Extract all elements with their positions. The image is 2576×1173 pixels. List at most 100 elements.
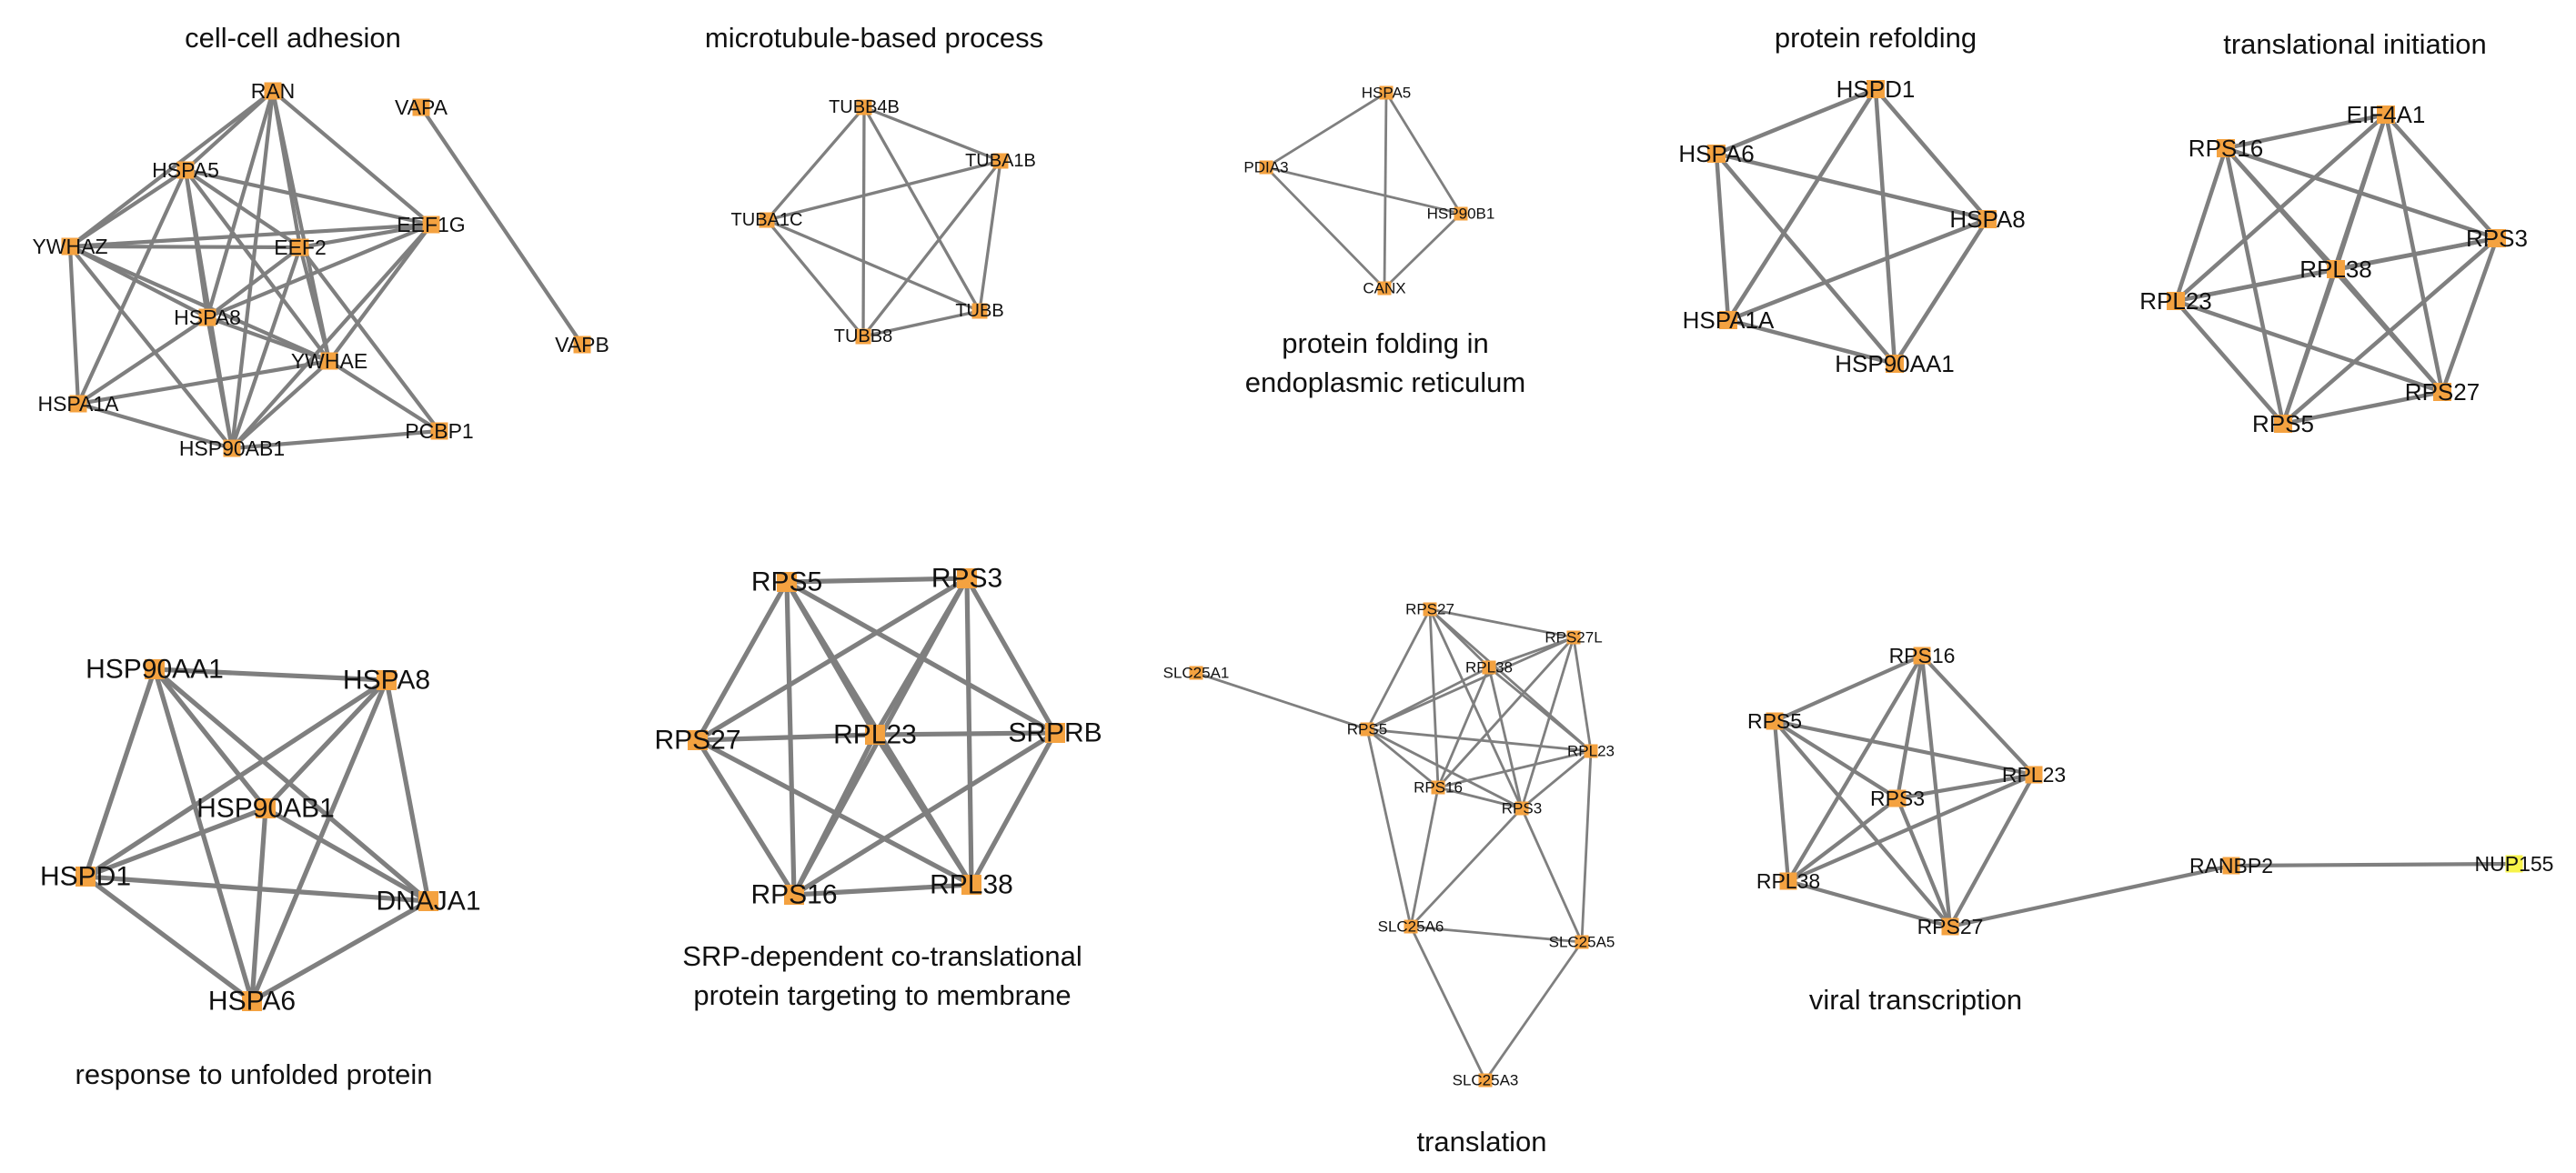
node-marker <box>2327 260 2345 278</box>
edge-rps3-rps27 <box>695 576 970 743</box>
node-label: RPS3 <box>2466 225 2528 252</box>
node-label: SLC25A1 <box>1163 665 1230 682</box>
node-ywhae: YWHAE <box>291 349 367 373</box>
edge-rps16-rps3 <box>2223 145 2500 241</box>
panel-translation: RPS27 RPS27L RPL38 SLC25A1 RPS5 RPL23 RPS16 RPS… <box>1163 601 1615 1158</box>
node-label: SRPRB <box>1008 718 1102 748</box>
edge-tubb-tubb8 <box>861 309 981 338</box>
node-marker <box>198 308 216 326</box>
node-marker <box>957 568 977 588</box>
node-rps3: RPS3 <box>1870 787 1925 810</box>
edge-rps5-rpl38 <box>1772 718 1791 884</box>
node-label: HSP90B1 <box>1427 206 1495 223</box>
node-marker <box>688 730 708 750</box>
edge-rps27l-rpl23 <box>1572 636 1593 753</box>
edge-srprb-rps16 <box>791 730 1058 897</box>
node-marker <box>1566 630 1581 645</box>
node-label: HSP90AB1 <box>179 436 285 460</box>
node-marker <box>1377 281 1392 296</box>
node-marker <box>759 212 775 228</box>
edge-rps16-rpl23 <box>2173 145 2229 304</box>
edge-hsp90aa1-hspa8 <box>152 667 389 683</box>
edge-slc25a6-slc25a5 <box>1409 925 1584 944</box>
edge-rpl23-rps27 <box>2173 298 2445 395</box>
node-marker <box>291 238 309 256</box>
edge-eef1g-eef2 <box>297 222 434 250</box>
edge-rps5-rps27 <box>695 579 790 743</box>
panel-title: cell-cell adhesion <box>185 22 401 54</box>
node-label: RPS3 <box>1502 800 1542 817</box>
node-marker <box>422 216 440 234</box>
edge-rpl38-rps27 <box>2333 266 2445 395</box>
node-pdia3: PDIA3 <box>1243 159 1288 176</box>
edge-hspa8-hsp90ab1 <box>263 677 389 811</box>
edge-rps3-srprb <box>964 576 1058 736</box>
node-hspa5: HSPA5 <box>1362 85 1412 102</box>
node-marker <box>61 237 79 256</box>
panel-title: protein refolding <box>1775 22 1977 54</box>
node-eef1g: EEF1G <box>397 213 465 236</box>
node-label: RPL38 <box>2299 256 2372 283</box>
node-marker <box>2222 857 2240 875</box>
edge-hspa8-hspd1 <box>83 677 389 879</box>
node-label: HSPA8 <box>343 666 430 696</box>
edge-hspd1-hspa6 <box>1714 86 1878 156</box>
node-tuba1c: TUBA1C <box>731 210 803 230</box>
node-label: RPL23 <box>1567 743 1615 760</box>
node-marker <box>377 670 397 690</box>
node-marker <box>2167 292 2185 310</box>
node-label: DNAJA1 <box>376 887 480 917</box>
edge-ran-hspa8 <box>205 88 276 320</box>
node-label: HSPA5 <box>152 158 219 182</box>
node-marker <box>573 336 591 354</box>
node-marker <box>2217 139 2235 157</box>
node-marker <box>1707 145 1726 163</box>
edge-hspa5-pdia3 <box>1264 91 1388 169</box>
panel-viral-transcription: RPS16 RPS5 RPL23 RPS3 RPL38 RPS27 RANBP2 NUP155… <box>1747 644 2554 1016</box>
node-rpl23: RPL23 <box>2139 287 2212 315</box>
edge-eef1g-hsp90ab1 <box>229 222 434 451</box>
node-ranbp2: RANBP2 <box>2189 854 2273 877</box>
node-tubb8: TUBB8 <box>834 326 892 346</box>
edge-rpl23-srprb <box>872 730 1058 737</box>
node-label: HSP90AA1 <box>86 655 224 685</box>
edge-rpl23-rps16 <box>791 732 878 897</box>
edge-rps5-rpl23 <box>1772 718 2037 777</box>
panel-response-to-unfolded-protein: HSP90AA1 HSPA8 HSP90AB1 HSPD1 DNAJA1 HSPA6 res… <box>40 655 481 1091</box>
panel-protein-folding-er: HSPA5 PDIA3 HSP90B1 CANX protein folding in e… <box>1243 85 1525 399</box>
edge-ywhae-hspa1a <box>75 358 332 406</box>
edge-rps5-rps3 <box>1365 727 1524 810</box>
node-marker <box>1514 801 1529 816</box>
edge-rps16-rps3 <box>1895 653 1925 801</box>
edges <box>67 88 585 451</box>
node-label: HSP90AB1 <box>196 794 335 824</box>
edge-tubb4b-tuba1b <box>862 105 1002 163</box>
node-rps3: RPS3 <box>2466 225 2528 252</box>
panel-protein-refolding: HSPD1 HSPA6 HSPA8 HSPA1A HSP90AA1 protein ref… <box>1678 22 2025 377</box>
node-label: RPL38 <box>1465 659 1513 677</box>
node-rps16: RPS16 <box>750 880 837 910</box>
edges <box>765 105 1002 338</box>
edge-hspa5-ywhae <box>183 167 332 364</box>
panel-translational-initiation: EIF4A1 RPS16 RPS3 RPL38 RPL23 RPS27 RPS5 transl… <box>2139 28 2528 437</box>
node-marker <box>961 875 981 895</box>
node-rps16: RPS16 <box>2189 135 2263 162</box>
node-label: HSPA6 <box>1678 140 1754 167</box>
edge-rpl38-rpl23 <box>1487 666 1593 753</box>
edge-hspa8-hspa1a <box>75 315 210 406</box>
node-rpl23: RPL23 <box>2002 763 2066 787</box>
node-marker <box>223 439 241 457</box>
edge-hspd1-hspa1a <box>1726 86 1878 323</box>
node-hspa8: HSPA8 <box>1949 206 2025 233</box>
edge-hspa6-hspa1a <box>1714 151 1731 323</box>
node-label: RPS3 <box>1870 787 1925 810</box>
panel-title: SRP-dependent co-translational <box>682 940 1082 972</box>
edge-hspa5-hspa1a <box>75 167 188 406</box>
node-rps27: RPS27 <box>654 726 740 756</box>
node-marker <box>1259 160 1273 175</box>
node-label: RPL23 <box>2139 287 2212 315</box>
edge-eif4a1-rps3 <box>2383 112 2500 241</box>
node-label: SLC25A5 <box>1549 934 1615 951</box>
node-rps27: RPS27 <box>1405 601 1454 618</box>
edge-ywhaz-eef2 <box>67 244 303 250</box>
